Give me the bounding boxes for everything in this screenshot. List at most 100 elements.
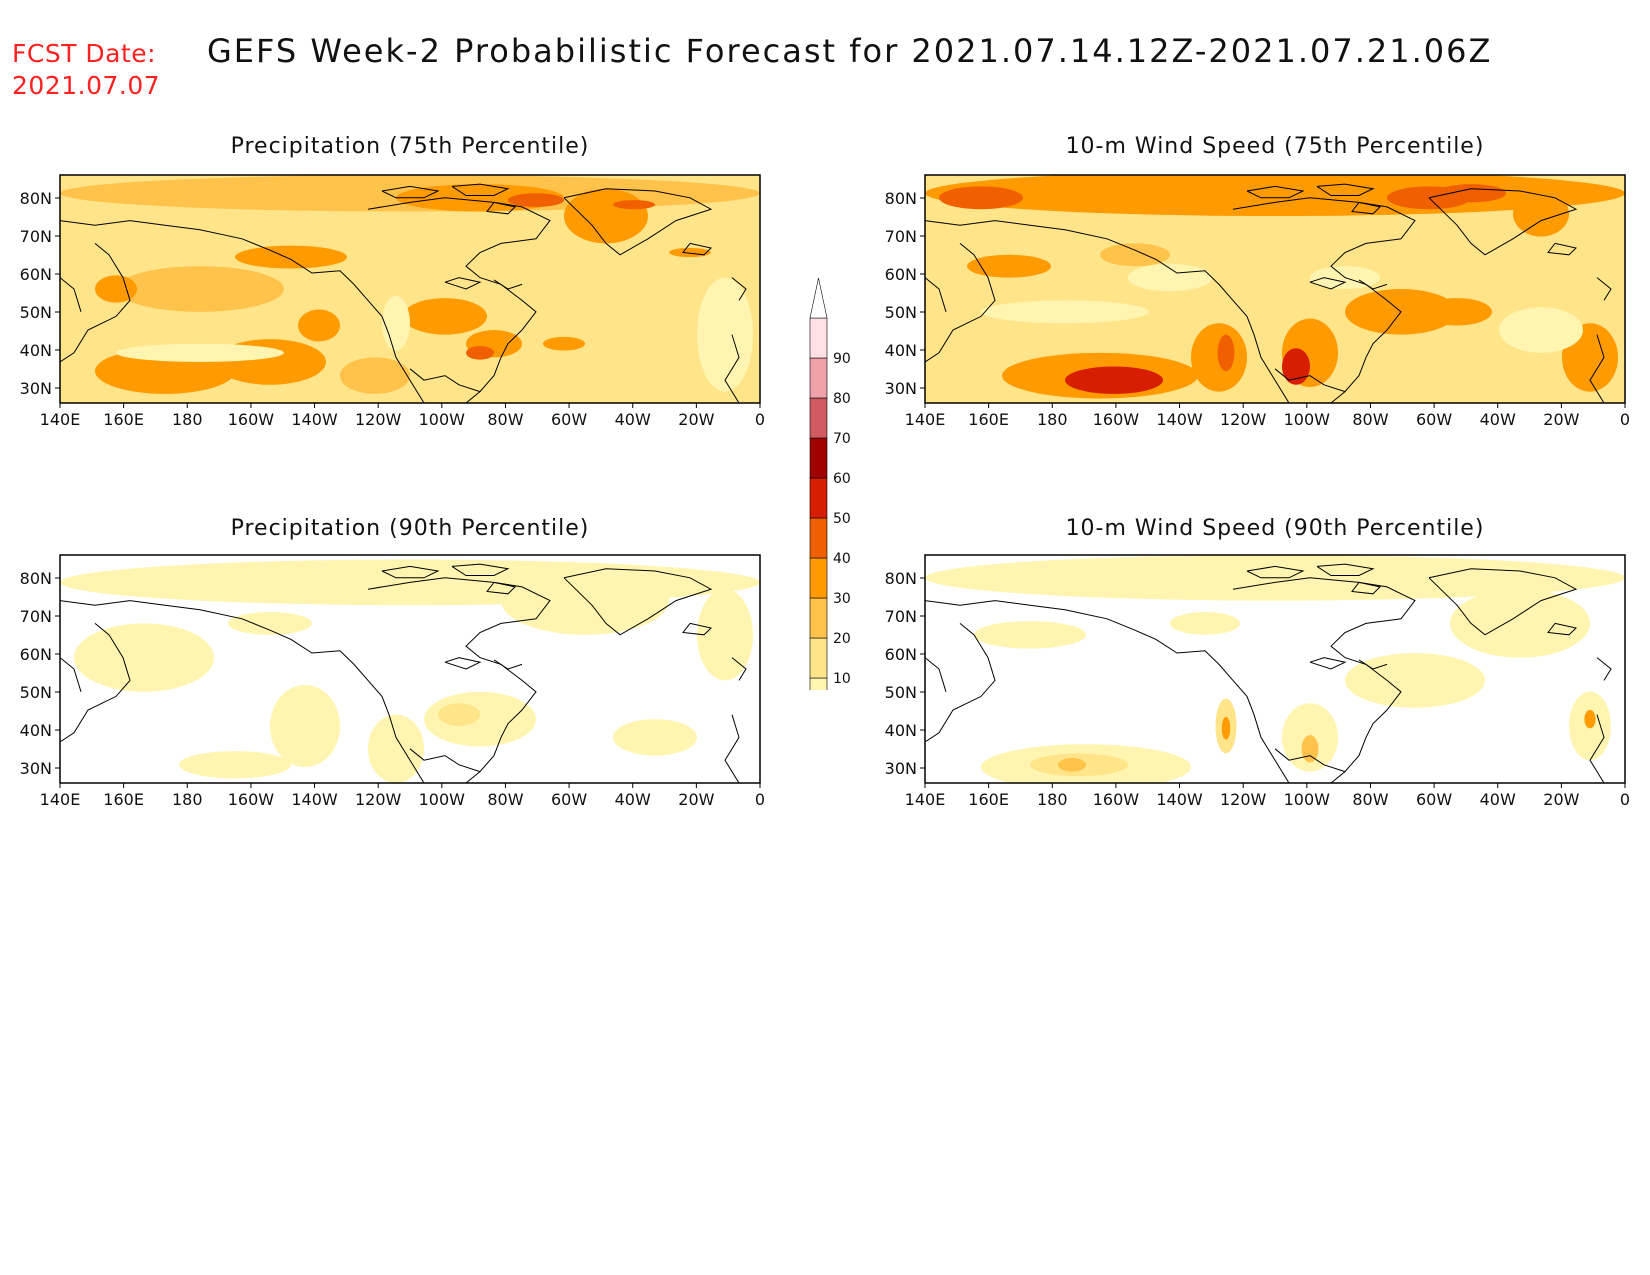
lat-tick-label: 50N (885, 683, 917, 702)
lon-tick-label: 160W (228, 410, 275, 429)
coastline (1309, 657, 1347, 670)
coastline (1316, 183, 1375, 196)
probability-shading (179, 751, 291, 779)
probability-shading (543, 336, 585, 351)
coastline (1428, 568, 1578, 636)
lon-tick-label: 160W (228, 790, 275, 809)
lon-tick-label: 80W (487, 790, 523, 809)
probability-shading (298, 309, 340, 342)
probability-shading (1584, 710, 1596, 729)
coastline (60, 277, 82, 312)
lon-tick-label: 0 (755, 790, 765, 809)
coastline (731, 657, 747, 681)
coastline (1351, 581, 1382, 595)
coastline (444, 277, 482, 290)
precip-75-map: 80N 70N 60N 50N 40N 30N 140E 160E 180 160W 140W 120… (20, 174, 765, 429)
panel-title-wind-75: 10-m Wind Speed (75th Percentile) (1065, 134, 1485, 159)
lat-tick-label: 80N (20, 569, 52, 588)
coastline (60, 220, 425, 403)
lon-tick-label: 140W (1156, 410, 1203, 429)
lat-tick-label: 70N (885, 607, 917, 626)
lat-tick-label: 40N (885, 341, 917, 360)
coastline (682, 242, 713, 256)
lon-tick-label: 80W (1352, 790, 1388, 809)
coastline (925, 623, 996, 743)
lat-tick-label: 60N (20, 645, 52, 664)
wind-75-map: 80N 70N 60N 50N 40N 30N 140E 160E 180 160W 140W 120… (885, 174, 1630, 429)
coastline (1309, 277, 1347, 290)
coastline (60, 623, 131, 743)
lon-tick-label: 120W (355, 410, 402, 429)
coastline (1547, 242, 1578, 256)
colorbar-bin (809, 677, 828, 690)
coastline (1274, 368, 1346, 393)
probability-shading (235, 245, 347, 269)
lon-tick-label: 160E (968, 790, 1009, 809)
colorbar-label: 10 (833, 671, 851, 687)
probability-shading (382, 295, 410, 351)
coastline (1316, 563, 1375, 576)
lon-tick-label: 140E (905, 790, 946, 809)
probability-shading (613, 200, 655, 210)
probability-shading (697, 589, 753, 681)
colorbar-legend: 10 20 30 40 50 60 70 80 90 (809, 277, 851, 690)
probability-shading (1345, 653, 1485, 708)
page-title: GEFS Week-2 Probabilistic Forecast for 2… (207, 32, 1493, 70)
probability-shading (1170, 612, 1240, 635)
lat-tick-label: 70N (885, 227, 917, 246)
probability-shading (1499, 307, 1583, 353)
colorbar-top-arrow (809, 277, 828, 319)
probability-shading (368, 714, 424, 783)
colorbar-label: 50 (833, 511, 851, 527)
probability-shading (1221, 716, 1231, 740)
lat-tick-label: 70N (20, 607, 52, 626)
lon-tick-label: 0 (1620, 410, 1630, 429)
lon-tick-label: 140E (40, 410, 81, 429)
lon-tick-label: 60W (1416, 410, 1452, 429)
coastline (409, 368, 481, 393)
colorbar-label: 80 (833, 391, 851, 407)
coastline (1589, 714, 1605, 783)
coastline (563, 568, 713, 636)
probability-shading (1065, 366, 1163, 394)
lon-tick-label: 100W (1284, 410, 1331, 429)
lon-tick-label: 40W (1480, 410, 1516, 429)
lon-tick-label: 180 (172, 790, 203, 809)
lat-tick-label: 60N (20, 265, 52, 284)
lon-tick-label: 40W (1480, 790, 1516, 809)
colorbar-label: 30 (833, 591, 851, 607)
colorbar-bin (809, 517, 828, 559)
coastline (925, 243, 996, 363)
lon-tick-label: 100W (1284, 790, 1331, 809)
map-frame (59, 554, 761, 784)
probability-shading (1217, 334, 1235, 372)
lat-tick-label: 40N (885, 721, 917, 740)
probability-shading (508, 193, 564, 207)
probability-shading (438, 703, 480, 726)
lat-tick-label: 50N (20, 303, 52, 322)
probability-shading (1301, 735, 1319, 763)
lon-tick-label: 80W (1352, 410, 1388, 429)
coastline (381, 565, 440, 579)
forecast-date-label: FCST Date: (12, 39, 157, 68)
colorbar-bin (809, 317, 828, 359)
coastline (486, 201, 517, 215)
coastline (60, 243, 131, 363)
colorbar-bin (809, 557, 828, 599)
probability-shading (669, 247, 711, 258)
lat-tick-label: 60N (885, 265, 917, 284)
wind-90-map: 80N 70N 60N 50N 40N 30N 140E 160E 180 160W 140W 120… (885, 554, 1630, 809)
coastline (1274, 748, 1346, 773)
coastline (1428, 188, 1578, 256)
probability-shading (95, 275, 137, 303)
probability-shading (613, 719, 697, 756)
lon-tick-label: 160W (1093, 410, 1140, 429)
lon-tick-label: 40W (615, 410, 651, 429)
probability-shading (1058, 757, 1086, 772)
lon-tick-label: 160E (968, 410, 1009, 429)
colorbar-label: 20 (833, 631, 851, 647)
coastline (724, 334, 740, 403)
coastline (1596, 657, 1612, 681)
colorbar-label: 60 (833, 471, 851, 487)
coastline (381, 185, 440, 199)
